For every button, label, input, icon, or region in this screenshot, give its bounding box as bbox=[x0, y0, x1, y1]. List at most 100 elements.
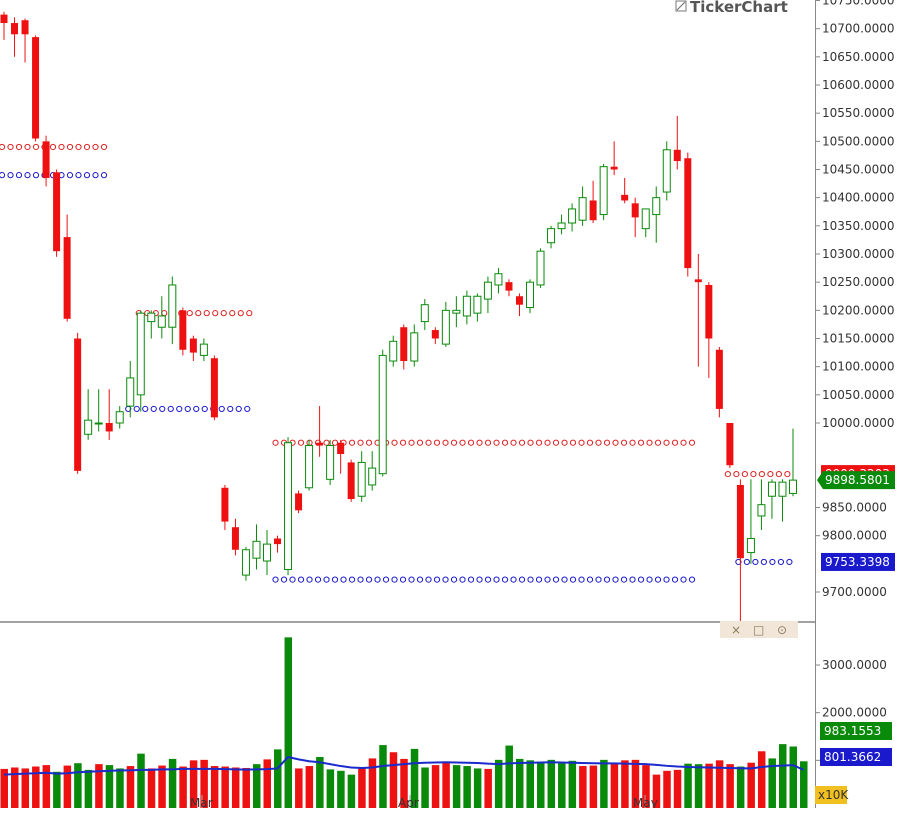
candle-body-down[interactable] bbox=[505, 282, 513, 291]
candle-body-down[interactable] bbox=[694, 279, 702, 283]
candle-body-up[interactable] bbox=[115, 411, 124, 424]
volume-bar[interactable] bbox=[747, 762, 755, 808]
candle-body-up[interactable] bbox=[199, 343, 208, 356]
candle-body-down[interactable] bbox=[337, 442, 345, 454]
candle-body-up[interactable] bbox=[94, 422, 103, 425]
volume-bar[interactable] bbox=[484, 768, 492, 808]
candle-body-up[interactable] bbox=[441, 309, 450, 345]
candle-body-down[interactable] bbox=[610, 166, 618, 170]
candle-body-down[interactable] bbox=[400, 327, 408, 362]
volume-bar[interactable] bbox=[505, 745, 513, 808]
volume-bar[interactable] bbox=[42, 765, 51, 808]
volume-bar[interactable] bbox=[736, 766, 745, 808]
volume-bar[interactable] bbox=[74, 763, 82, 808]
candle-body-down[interactable] bbox=[21, 20, 29, 35]
volume-bar[interactable] bbox=[558, 763, 566, 808]
candle-body-down[interactable] bbox=[221, 487, 229, 522]
volume-bar[interactable] bbox=[715, 760, 724, 808]
volume-bar[interactable] bbox=[189, 760, 198, 808]
candle-body-up[interactable] bbox=[126, 377, 135, 407]
volume-bar[interactable] bbox=[684, 763, 692, 808]
volume-bar[interactable] bbox=[589, 765, 598, 808]
volume-bar[interactable] bbox=[263, 759, 272, 808]
volume-bar[interactable] bbox=[116, 768, 124, 808]
volume-bar[interactable] bbox=[726, 764, 734, 808]
candle-body-up[interactable] bbox=[410, 332, 419, 362]
candle-body-down[interactable] bbox=[11, 23, 19, 35]
candle-body-down[interactable] bbox=[295, 493, 303, 511]
candle-body-up[interactable] bbox=[641, 208, 650, 230]
volume-bar[interactable] bbox=[11, 767, 19, 808]
candle-body-down[interactable] bbox=[431, 330, 439, 339]
candle-body-up[interactable] bbox=[168, 284, 177, 328]
candle-body-up[interactable] bbox=[526, 281, 534, 309]
candle-body-up[interactable] bbox=[357, 461, 366, 497]
volume-bar[interactable] bbox=[53, 771, 61, 808]
volume-bar[interactable] bbox=[389, 752, 398, 808]
candle-body-down[interactable] bbox=[515, 296, 523, 305]
volume-bar[interactable] bbox=[579, 766, 587, 808]
candle-body-up[interactable] bbox=[157, 315, 166, 328]
volume-bar[interactable] bbox=[231, 767, 240, 808]
volume-bar[interactable] bbox=[158, 765, 166, 808]
candle-body-up[interactable] bbox=[662, 149, 671, 193]
candle-body-up[interactable] bbox=[547, 228, 556, 244]
volume-bar[interactable] bbox=[252, 764, 261, 808]
candle-body-down[interactable] bbox=[42, 141, 50, 178]
candle-body-up[interactable] bbox=[241, 549, 250, 576]
volume-bar[interactable] bbox=[242, 767, 250, 808]
candle-body-down[interactable] bbox=[684, 158, 692, 269]
candle-body-up[interactable] bbox=[378, 354, 387, 475]
volume-bar[interactable] bbox=[316, 756, 324, 808]
candle-body-down[interactable] bbox=[589, 200, 597, 221]
candle-body-down[interactable] bbox=[705, 284, 713, 339]
volume-bar[interactable] bbox=[400, 758, 408, 808]
candle-body-up[interactable] bbox=[420, 304, 429, 323]
candle-body-up[interactable] bbox=[368, 467, 377, 486]
candle-body-up[interactable] bbox=[557, 222, 566, 230]
candle-body-down[interactable] bbox=[63, 237, 71, 319]
volume-bar[interactable] bbox=[95, 764, 103, 808]
candle-body-down[interactable] bbox=[53, 172, 61, 252]
candle-body-down[interactable] bbox=[0, 14, 8, 24]
volume-bar[interactable] bbox=[168, 758, 177, 808]
volume-bar[interactable] bbox=[494, 759, 503, 808]
restore-panel-icon[interactable]: □ bbox=[753, 623, 764, 637]
candle-body-up[interactable] bbox=[652, 197, 661, 216]
candle-body-up[interactable] bbox=[767, 481, 776, 497]
volume-bar[interactable] bbox=[284, 637, 293, 808]
candle-body-down[interactable] bbox=[179, 310, 187, 350]
volume-bar[interactable] bbox=[274, 749, 282, 808]
candle-body-up[interactable] bbox=[473, 295, 482, 314]
candle-body-up[interactable] bbox=[789, 479, 797, 494]
candle-body-down[interactable] bbox=[274, 538, 282, 545]
volume-bar[interactable] bbox=[537, 761, 545, 808]
candle-body-down[interactable] bbox=[347, 462, 355, 500]
volume-bar[interactable] bbox=[305, 766, 314, 808]
candle-body-up[interactable] bbox=[757, 504, 766, 517]
volume-bar[interactable] bbox=[379, 745, 387, 808]
volume-bar[interactable] bbox=[673, 769, 682, 808]
candle-body-down[interactable] bbox=[32, 37, 40, 139]
volume-bar[interactable] bbox=[84, 769, 93, 808]
volume-bar[interactable] bbox=[768, 758, 776, 808]
volume-bar[interactable] bbox=[526, 760, 535, 808]
candle-body-down[interactable] bbox=[105, 423, 113, 432]
candle-body-down[interactable] bbox=[715, 349, 723, 409]
candle-body-up[interactable] bbox=[746, 537, 755, 554]
candle-body-up[interactable] bbox=[568, 208, 577, 224]
volume-bar[interactable] bbox=[337, 770, 345, 808]
volume-bar[interactable] bbox=[358, 768, 366, 808]
volume-bar[interactable] bbox=[32, 766, 40, 808]
candle-body-up[interactable] bbox=[252, 540, 261, 559]
candle-body-up[interactable] bbox=[599, 166, 608, 216]
candle-body-up[interactable] bbox=[326, 445, 335, 480]
volume-bar[interactable] bbox=[368, 758, 377, 808]
volume-bar[interactable] bbox=[200, 759, 208, 808]
volume-bar[interactable] bbox=[778, 744, 787, 808]
volume-bar[interactable] bbox=[621, 760, 629, 808]
volume-bar[interactable] bbox=[105, 765, 114, 808]
volume-bar[interactable] bbox=[800, 761, 808, 808]
volume-bar[interactable] bbox=[0, 768, 9, 808]
volume-bar[interactable] bbox=[452, 765, 461, 808]
